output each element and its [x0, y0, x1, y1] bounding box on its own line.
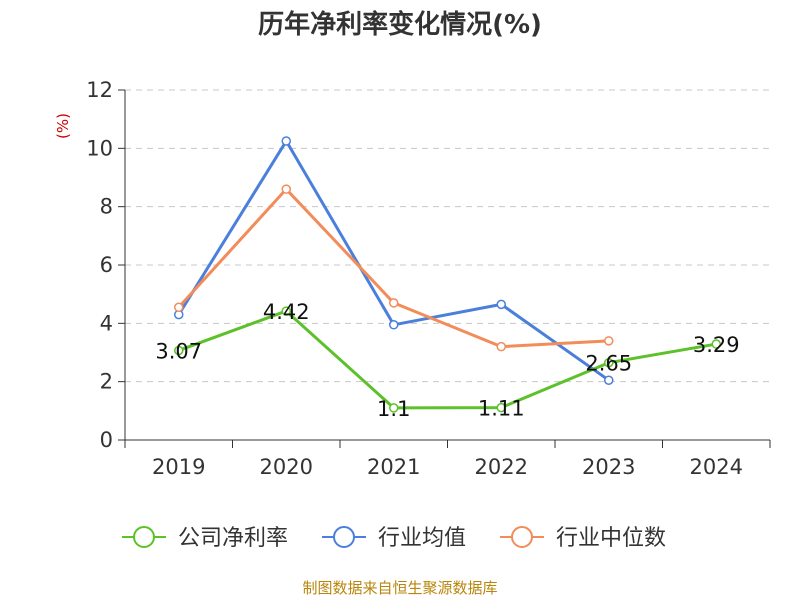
- data-label-2024: 3.29: [693, 333, 740, 357]
- grid-layer: [125, 89, 770, 383]
- y-tick-label: 6: [100, 253, 113, 277]
- legend-label: 公司净利率: [178, 526, 288, 551]
- series-2-point-2023: [604, 336, 614, 346]
- series-line-0: [178, 309, 717, 410]
- chart-title: 历年净利率变化情况(%): [258, 9, 542, 40]
- legend-item-0: 公司净利率: [122, 526, 288, 551]
- legend-item-1: 行业均值: [322, 526, 466, 551]
- series-2-point-2020: [281, 184, 291, 194]
- series-2-point-2021: [389, 298, 399, 308]
- axis-layer: 0 2 4 6 8 10 12 2019 2020 2021 2022 2023 2024: [86, 78, 771, 479]
- y-tick-label: 8: [100, 195, 113, 219]
- data-label-2022: 1.11: [478, 397, 525, 421]
- x-tick-label-2019: 2019: [152, 455, 205, 479]
- legend-swatch-marker: [511, 526, 533, 548]
- series-1-point-2021: [389, 320, 399, 330]
- series-layer: [174, 136, 721, 413]
- data-label-layer: 3.07 4.42 1.1 1.11 2.65 3.29: [155, 300, 739, 421]
- x-tick-label-2023: 2023: [582, 455, 635, 479]
- source-note: 制图数据来自恒生聚源数据库: [302, 579, 497, 597]
- y-tick-label: 0: [100, 428, 113, 452]
- y-tick-label: 4: [100, 311, 113, 335]
- legend-item-2: 行业中位数: [500, 526, 666, 551]
- series-1-point-2023: [604, 375, 614, 385]
- data-label-2021: 1.1: [377, 397, 410, 421]
- data-label-2020: 4.42: [263, 300, 310, 324]
- legend: 公司净利率 行业均值 行业中位数: [122, 526, 666, 551]
- series-0-point-2023: [604, 357, 614, 368]
- series-0-point-2022: [496, 402, 506, 413]
- y-axis-label: (%): [54, 113, 72, 139]
- y-tick-label: 12: [86, 78, 113, 102]
- legend-label: 行业均值: [378, 526, 466, 551]
- data-label-2019: 3.07: [155, 339, 202, 363]
- x-tick-label-2024: 2024: [690, 455, 743, 479]
- data-label-2023: 2.65: [585, 352, 632, 376]
- legend-swatch-marker: [133, 526, 155, 548]
- legend-label: 行业中位数: [556, 526, 666, 551]
- series-1-point-2020: [281, 136, 291, 146]
- legend-swatch-marker: [333, 526, 355, 548]
- x-tick-label-2020: 2020: [260, 455, 313, 479]
- y-tick-label: 10: [86, 136, 113, 160]
- series-2-point-2019: [174, 302, 184, 313]
- series-1-point-2022: [496, 299, 506, 310]
- series-2-point-2022: [496, 341, 506, 352]
- series-0-point-2024: [711, 339, 721, 349]
- x-tick-label-2022: 2022: [475, 455, 528, 479]
- series-0-point-2021: [389, 403, 399, 413]
- x-tick-label-2021: 2021: [367, 455, 420, 479]
- series-0-point-2020: [281, 306, 291, 316]
- series-0-point-2019: [174, 345, 184, 356]
- y-tick-label: 2: [100, 370, 113, 394]
